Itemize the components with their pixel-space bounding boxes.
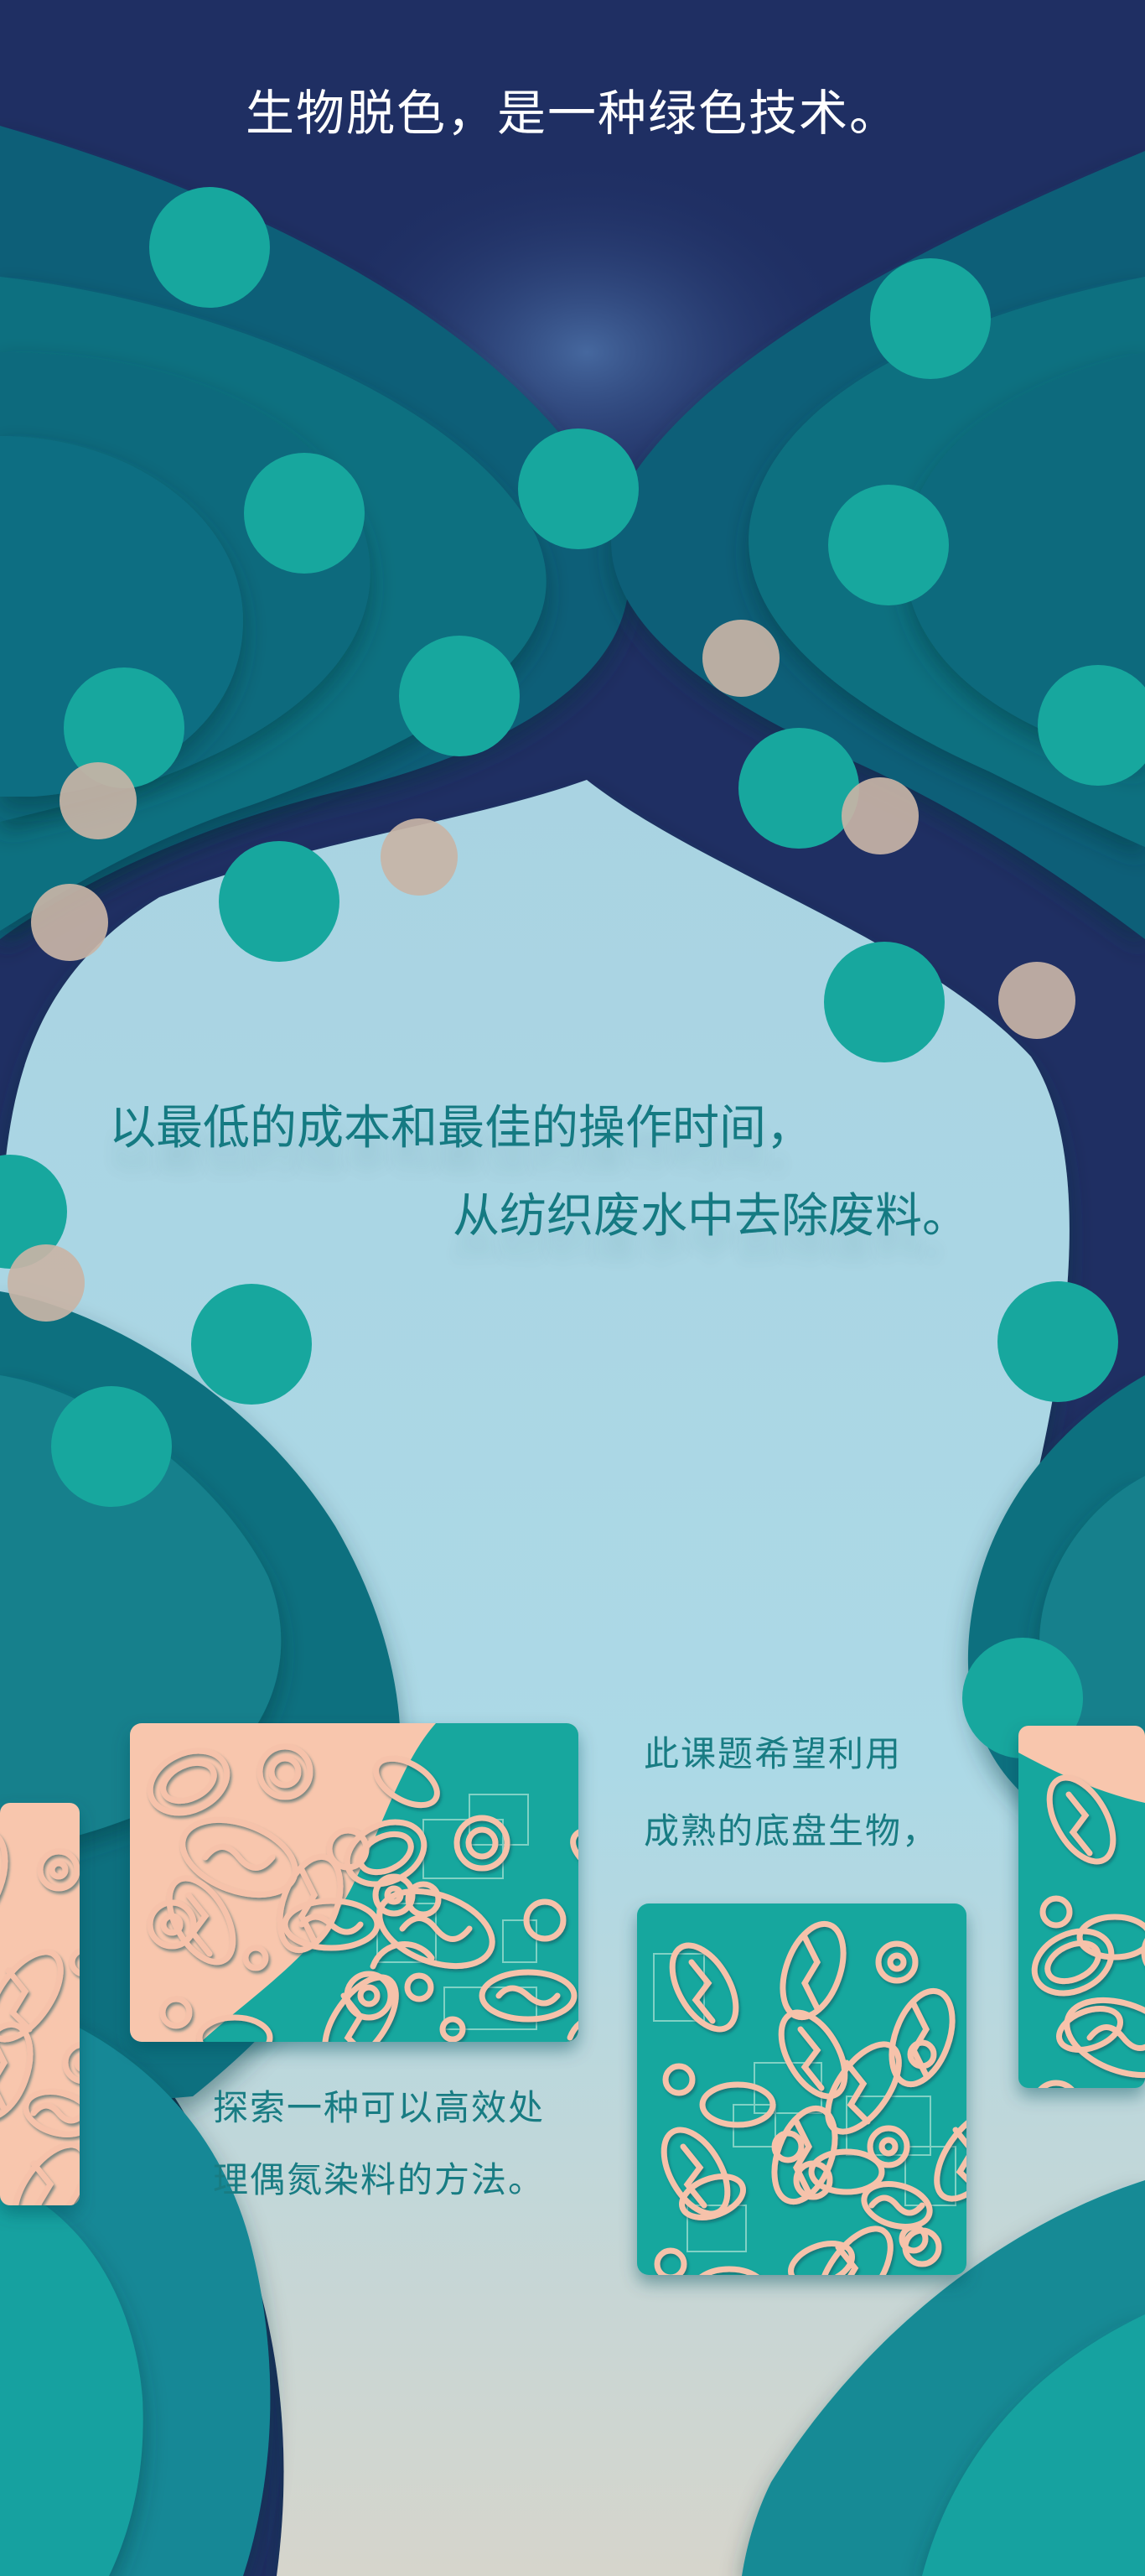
intro-line-1: 以最低的成本和最佳的操作时间， <box>109 1101 813 1156</box>
research-note-line-1: 此课题希望利用 <box>644 1733 903 1774</box>
intro-line-2: 从纺织废水中去除废料。 <box>453 1189 969 1244</box>
research-note-line-2: 成熟的底盘生物， <box>644 1810 940 1852</box>
headline: 生物脱色，是一种绿色技术。 <box>245 85 899 142</box>
microbe-card-left-edge <box>0 1803 80 2205</box>
method-note-line-1: 探索一种可以高效处 <box>213 2087 546 2128</box>
method-note-line-2: 理偶氮染料的方法。 <box>213 2159 546 2200</box>
